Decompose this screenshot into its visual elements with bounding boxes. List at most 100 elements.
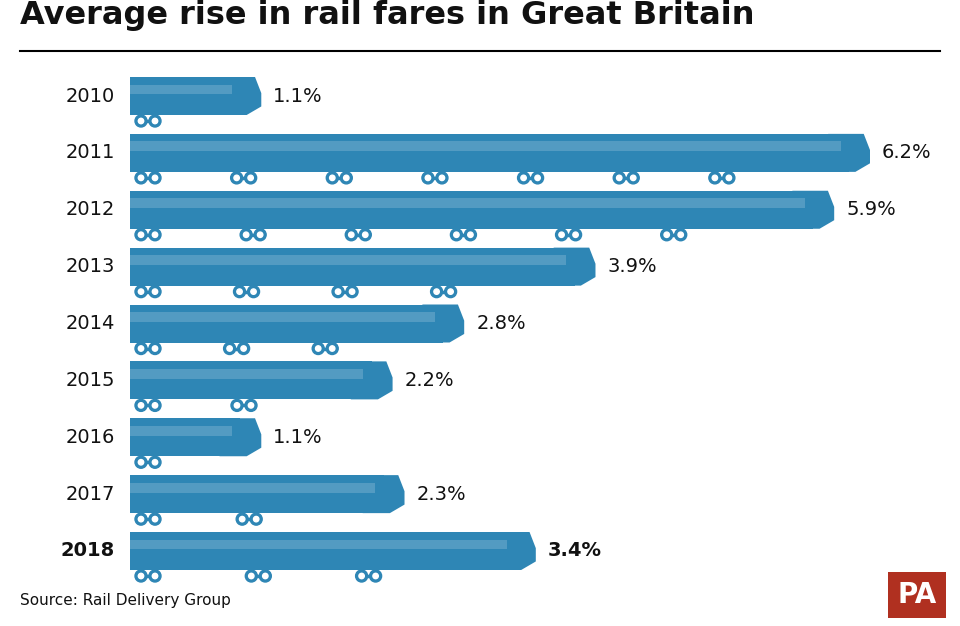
FancyBboxPatch shape bbox=[130, 483, 375, 493]
Circle shape bbox=[312, 342, 324, 354]
Circle shape bbox=[236, 513, 249, 525]
Text: 3.9%: 3.9% bbox=[608, 257, 657, 276]
Circle shape bbox=[556, 228, 567, 241]
Circle shape bbox=[340, 172, 352, 184]
Circle shape bbox=[363, 232, 368, 237]
Circle shape bbox=[535, 175, 540, 180]
Circle shape bbox=[244, 232, 249, 237]
Text: 6.2%: 6.2% bbox=[882, 143, 931, 162]
Circle shape bbox=[335, 289, 341, 294]
FancyBboxPatch shape bbox=[130, 85, 232, 95]
Text: 2017: 2017 bbox=[65, 485, 115, 504]
Text: 1.1%: 1.1% bbox=[274, 428, 323, 447]
Circle shape bbox=[468, 232, 473, 237]
Circle shape bbox=[355, 570, 368, 582]
Circle shape bbox=[237, 289, 242, 294]
Polygon shape bbox=[494, 532, 536, 570]
Circle shape bbox=[660, 228, 673, 241]
Circle shape bbox=[238, 342, 250, 354]
Circle shape bbox=[344, 175, 349, 180]
Polygon shape bbox=[554, 248, 595, 285]
Circle shape bbox=[723, 172, 734, 184]
Circle shape bbox=[245, 399, 257, 411]
Circle shape bbox=[708, 172, 721, 184]
Circle shape bbox=[239, 516, 245, 522]
Text: Average rise in rail fares in Great Britain: Average rise in rail fares in Great Brit… bbox=[20, 0, 755, 31]
Circle shape bbox=[251, 513, 262, 525]
Circle shape bbox=[149, 285, 161, 297]
Circle shape bbox=[370, 570, 382, 582]
Circle shape bbox=[138, 516, 144, 522]
Circle shape bbox=[231, 399, 243, 411]
Circle shape bbox=[454, 232, 459, 237]
Circle shape bbox=[234, 175, 239, 180]
Circle shape bbox=[245, 172, 256, 184]
Circle shape bbox=[241, 346, 247, 351]
Text: 2015: 2015 bbox=[65, 371, 115, 390]
Circle shape bbox=[149, 115, 161, 127]
FancyBboxPatch shape bbox=[130, 141, 841, 151]
Circle shape bbox=[517, 172, 530, 184]
Circle shape bbox=[149, 456, 161, 468]
Circle shape bbox=[135, 228, 147, 241]
Text: 2.2%: 2.2% bbox=[404, 371, 454, 390]
FancyBboxPatch shape bbox=[130, 369, 363, 379]
Circle shape bbox=[329, 175, 335, 180]
Circle shape bbox=[135, 172, 147, 184]
Circle shape bbox=[257, 232, 263, 237]
Circle shape bbox=[248, 175, 253, 180]
Circle shape bbox=[434, 289, 440, 294]
Circle shape bbox=[359, 573, 364, 578]
Text: 2018: 2018 bbox=[60, 541, 115, 560]
Circle shape bbox=[559, 232, 564, 237]
FancyBboxPatch shape bbox=[888, 572, 946, 618]
FancyBboxPatch shape bbox=[130, 304, 444, 342]
Circle shape bbox=[613, 172, 625, 184]
Circle shape bbox=[135, 285, 147, 297]
Circle shape bbox=[138, 175, 144, 180]
Circle shape bbox=[149, 570, 161, 582]
FancyBboxPatch shape bbox=[130, 134, 849, 172]
Circle shape bbox=[726, 175, 732, 180]
Circle shape bbox=[521, 175, 526, 180]
Circle shape bbox=[675, 228, 686, 241]
Text: 2012: 2012 bbox=[65, 200, 115, 219]
Circle shape bbox=[569, 228, 582, 241]
Circle shape bbox=[233, 285, 246, 297]
Text: 2016: 2016 bbox=[65, 428, 115, 447]
Circle shape bbox=[532, 172, 543, 184]
Circle shape bbox=[259, 570, 272, 582]
Circle shape bbox=[346, 228, 357, 241]
Circle shape bbox=[678, 232, 684, 237]
Circle shape bbox=[249, 573, 254, 578]
Circle shape bbox=[431, 285, 443, 297]
Circle shape bbox=[425, 175, 431, 180]
Circle shape bbox=[135, 115, 147, 127]
Circle shape bbox=[248, 285, 259, 297]
Circle shape bbox=[135, 570, 147, 582]
Circle shape bbox=[254, 228, 266, 241]
Circle shape bbox=[153, 403, 157, 408]
Circle shape bbox=[627, 172, 639, 184]
Circle shape bbox=[230, 172, 243, 184]
Text: PA: PA bbox=[898, 581, 937, 609]
FancyBboxPatch shape bbox=[130, 312, 435, 322]
Circle shape bbox=[234, 403, 240, 408]
Circle shape bbox=[153, 346, 157, 351]
Text: Source: Rail Delivery Group: Source: Rail Delivery Group bbox=[20, 593, 230, 608]
Circle shape bbox=[332, 285, 344, 297]
FancyBboxPatch shape bbox=[130, 198, 804, 208]
Circle shape bbox=[444, 285, 457, 297]
Circle shape bbox=[138, 403, 144, 408]
Circle shape bbox=[224, 342, 235, 354]
Circle shape bbox=[246, 570, 257, 582]
Circle shape bbox=[326, 342, 338, 354]
Circle shape bbox=[153, 175, 157, 180]
Circle shape bbox=[138, 289, 144, 294]
Circle shape bbox=[251, 289, 256, 294]
Circle shape bbox=[149, 228, 161, 241]
Circle shape bbox=[249, 403, 253, 408]
Circle shape bbox=[138, 459, 144, 465]
Text: 2010: 2010 bbox=[65, 86, 115, 106]
Circle shape bbox=[436, 172, 448, 184]
